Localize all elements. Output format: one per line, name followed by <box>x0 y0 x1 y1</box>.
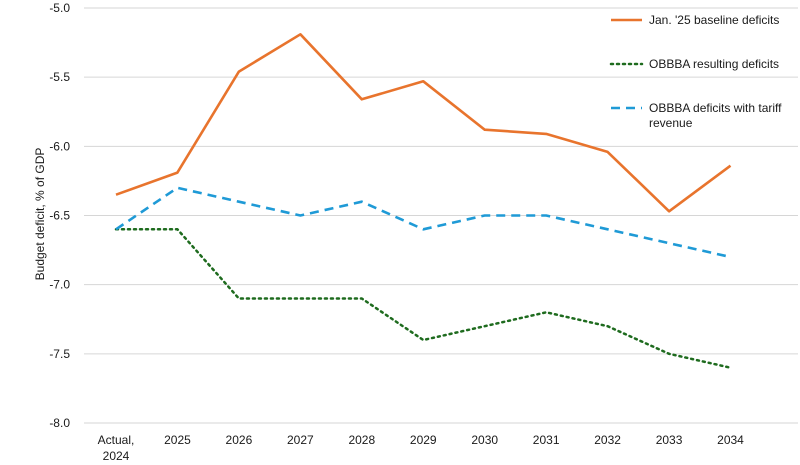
y-tick-label: -5.5 <box>49 70 70 84</box>
x-tick-label: 2034 <box>717 433 744 447</box>
legend: Jan. '25 baseline deficits OBBBA resultin… <box>609 13 782 130</box>
x-tick-label: Actual, 2024 <box>98 433 135 463</box>
y-tick-label: -7.0 <box>49 278 70 292</box>
x-tick-label: 2033 <box>656 433 683 447</box>
y-tick-label: -5.0 <box>49 1 70 15</box>
y-tick-label: -6.0 <box>49 139 70 153</box>
x-axis-ticks: Actual, 2024 2025 2026 2027 2028 2029 2030 2031 2… <box>98 433 745 463</box>
x-tick-label: 2025 <box>164 433 191 447</box>
legend-label-1: Jan. '25 baseline deficits <box>649 13 779 27</box>
series-line-1 <box>115 32 732 213</box>
x-tick-label: 2032 <box>594 433 621 447</box>
y-tick-label: -6.5 <box>49 209 70 223</box>
series-line-2 <box>114 228 732 369</box>
x-tick-label: 2030 <box>471 433 498 447</box>
legend-label-2: OBBBA resulting deficits <box>649 57 779 71</box>
series-line-3 <box>115 186 731 259</box>
series-lines <box>114 32 732 369</box>
gridlines <box>84 7 798 424</box>
x-tick-label: 2026 <box>226 433 253 447</box>
x-tick-label: 2029 <box>410 433 437 447</box>
y-axis-ticks: -5.0 -5.5 -6.0 -6.5 -7.0 -7.5 -8.0 <box>49 1 70 430</box>
y-tick-label: -7.5 <box>49 347 70 361</box>
y-axis-title: Budget deficit, % of GDP <box>33 148 47 281</box>
x-tick-label: 2027 <box>287 433 314 447</box>
x-tick-label: 2031 <box>533 433 560 447</box>
legend-label-3: OBBBA deficits with tariff revenue <box>649 101 782 130</box>
x-tick-label: 2028 <box>348 433 375 447</box>
y-tick-label: -8.0 <box>49 416 70 430</box>
